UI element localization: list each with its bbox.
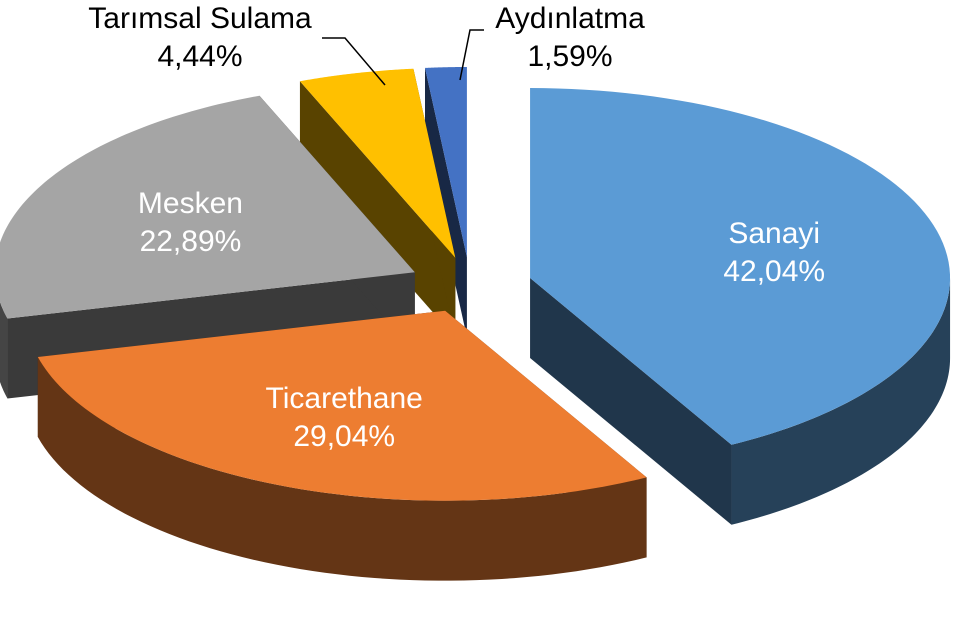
category-label: Mesken: [138, 187, 243, 220]
category-label: Ticarethane: [266, 382, 423, 415]
category-label: Tarımsal Sulama: [88, 2, 312, 35]
leader-line: [322, 37, 386, 86]
slice-top: [37, 310, 647, 501]
slice: [299, 68, 456, 338]
slice-top: [299, 68, 456, 258]
slice-top: [425, 66, 467, 257]
slice-side: [425, 67, 467, 337]
slice-side: [530, 278, 732, 525]
category-label: Sanayi: [728, 217, 820, 250]
slice-wall: [731, 278, 951, 525]
value-label: 1,59%: [527, 40, 612, 73]
value-label: 29,04%: [293, 420, 395, 453]
slice: [37, 310, 647, 581]
slice-wall: [0, 302, 8, 399]
value-label: 4,44%: [157, 40, 242, 73]
value-label: 42,04%: [723, 255, 825, 288]
leader-line: [459, 29, 484, 81]
slice: [530, 88, 951, 525]
value-label: 22,89%: [140, 225, 242, 258]
slice-side: [299, 81, 456, 338]
slice-wall: [37, 357, 647, 581]
slice: [425, 66, 467, 337]
category-label: Aydınlatma: [495, 2, 645, 35]
slice-top: [530, 88, 951, 445]
slice-top: [0, 95, 415, 319]
